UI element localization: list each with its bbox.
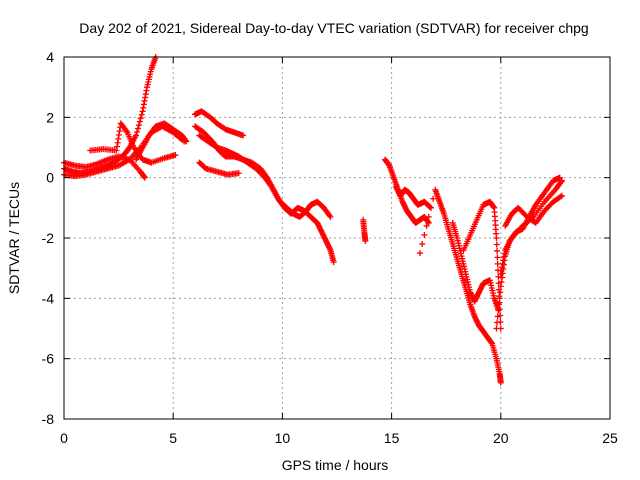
data-point: [493, 325, 500, 332]
y-tick-label: 0: [46, 170, 54, 186]
series-trace_c: [61, 153, 148, 181]
chart-title: Day 202 of 2021, Sidereal Day-to-day VTE…: [79, 20, 588, 36]
data-point: [133, 132, 140, 139]
data-point: [558, 178, 565, 185]
grid: [64, 57, 610, 419]
data-point: [495, 307, 502, 314]
data-point: [497, 379, 504, 386]
data-point: [240, 132, 247, 139]
data-point: [493, 235, 500, 241]
y-tick-label: -8: [42, 411, 55, 427]
data-point: [496, 295, 503, 302]
data-point: [235, 170, 242, 177]
data-point: [425, 213, 432, 220]
data-point: [138, 111, 145, 118]
series-trace_d: [87, 120, 179, 166]
x-axis-label: GPS time / hours: [282, 457, 389, 473]
data-point: [136, 118, 143, 125]
data-point: [267, 182, 274, 189]
data-points: [61, 54, 565, 386]
data-point: [330, 259, 337, 266]
y-tick-labels: -8 -6 -4 -2 0 2 4: [42, 49, 55, 427]
series-trace_e: [133, 120, 190, 163]
series-trace_o: [460, 198, 504, 332]
data-point: [494, 319, 501, 326]
data-point: [495, 280, 502, 287]
series-trace_a: [61, 54, 159, 177]
data-point: [423, 222, 430, 229]
data-point: [427, 204, 434, 211]
series-trace_l: [392, 183, 434, 211]
x-tick-labels: 0 5 10 15 20 25: [60, 430, 618, 446]
data-point: [134, 125, 141, 132]
axis-ticks: [63, 56, 611, 420]
data-point: [426, 203, 433, 210]
data-point: [557, 193, 564, 200]
data-point: [494, 254, 501, 261]
data-point: [419, 241, 426, 248]
data-point: [558, 177, 565, 184]
data-point: [416, 250, 423, 257]
data-point: [558, 192, 565, 199]
data-point: [327, 213, 334, 220]
series-trace_n: [449, 219, 502, 314]
data-point: [183, 138, 190, 145]
data-point: [137, 115, 144, 122]
x-tick-label: 20: [493, 430, 509, 446]
data-point: [141, 174, 148, 181]
x-tick-label: 0: [60, 430, 68, 446]
y-tick-label: -4: [42, 290, 55, 306]
data-point: [326, 212, 333, 219]
y-tick-label: -6: [42, 351, 55, 367]
series-trace_j: [360, 216, 369, 245]
series-trace_i: [196, 159, 242, 178]
data-point: [425, 219, 432, 226]
data-point: [123, 128, 130, 135]
data-point: [172, 152, 179, 159]
x-tick-label: 5: [169, 430, 177, 446]
series-trace_h: [196, 132, 337, 266]
data-point: [135, 122, 142, 129]
x-tick-label: 10: [275, 430, 291, 446]
series-trace_f: [192, 108, 247, 139]
data-point: [494, 313, 501, 320]
y-axis-label: SDTVAR / TECUs: [6, 182, 22, 294]
data-point: [494, 247, 501, 254]
series-trace_m: [416, 186, 504, 386]
y-tick-label: -2: [42, 230, 55, 246]
data-point: [362, 238, 369, 245]
x-tick-label: 25: [602, 430, 618, 446]
data-point: [497, 289, 504, 296]
y-tick-label: 4: [46, 49, 54, 65]
y-tick-label: 2: [46, 109, 54, 125]
data-point: [430, 195, 437, 202]
data-point: [493, 241, 500, 248]
data-point: [495, 301, 502, 308]
data-point: [421, 231, 428, 238]
data-point: [134, 128, 141, 135]
data-point: [556, 174, 563, 181]
x-tick-label: 15: [384, 430, 400, 446]
series-trace_r: [497, 177, 565, 278]
